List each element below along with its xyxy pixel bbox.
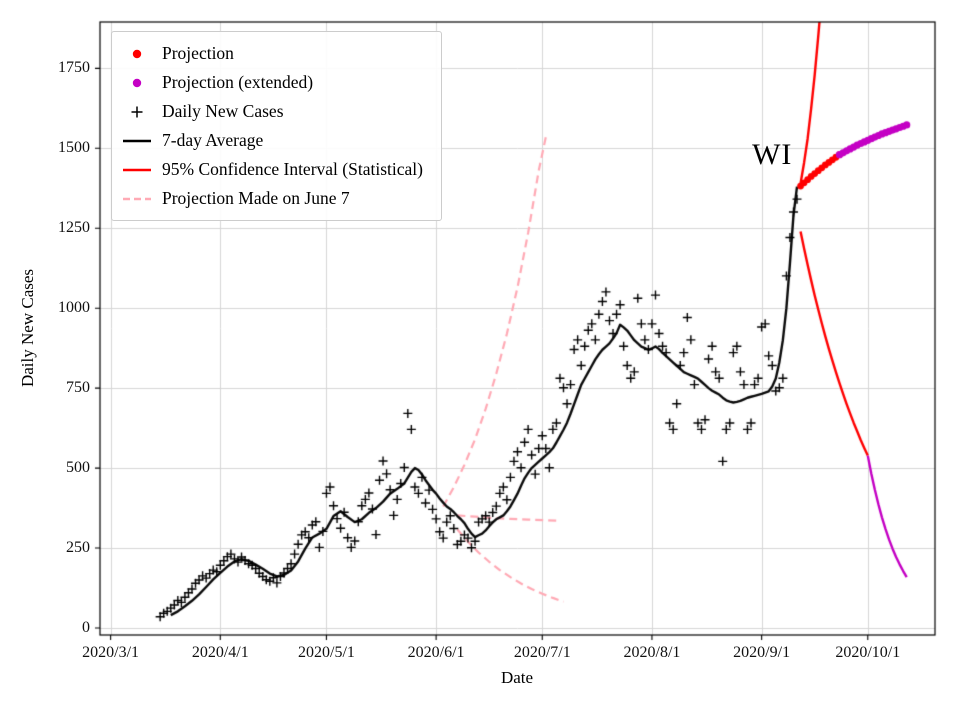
legend-label: Daily New Cases	[162, 101, 284, 121]
y-tick-label: 1500	[58, 139, 90, 157]
x-tick-label: 2020/9/1	[733, 644, 791, 661]
y-axis-title: Daily New Cases	[18, 268, 37, 388]
state-annotation: WI	[752, 137, 793, 171]
legend-label: 7-day Average	[162, 130, 264, 150]
x-tick-label: 2020/5/1	[297, 644, 355, 661]
x-axis-title: Date	[500, 668, 534, 687]
legend-label: Projection	[162, 43, 234, 63]
y-tick-label: 0	[82, 618, 90, 636]
legend-item-0: Projection	[121, 39, 423, 68]
y-tick-label: 1750	[58, 59, 90, 77]
y-tick-label: 1000	[58, 299, 90, 317]
legend-item-2: Daily New Cases	[121, 97, 423, 126]
x-tick-label: 2020/7/1	[513, 644, 571, 661]
legend-item-3: 7-day Average	[121, 126, 423, 155]
x-tick-label: 2020/8/1	[623, 644, 681, 661]
x-tick-label: 2020/6/1	[407, 644, 465, 661]
dashed-marker-icon	[121, 191, 153, 207]
y-tick-label: 1250	[58, 219, 90, 237]
legend-item-1: Projection (extended)	[121, 68, 423, 97]
line-marker-icon	[121, 162, 153, 178]
dot-marker-icon	[121, 75, 153, 91]
legend-item-4: 95% Confidence Interval (Statistical)	[121, 155, 423, 184]
x-tick-label: 2020/3/1	[82, 644, 140, 661]
dot-marker-icon	[121, 46, 153, 62]
legend: Projection Projection (extended) Daily New…	[111, 31, 442, 221]
x-tick-label: 2020/4/1	[191, 644, 249, 661]
legend-label: Projection Made on June 7	[162, 188, 350, 208]
y-tick-label: 250	[66, 539, 90, 557]
plus-marker-icon	[121, 104, 153, 120]
legend-item-5: Projection Made on June 7	[121, 184, 423, 213]
y-tick-label: 500	[66, 459, 90, 477]
line-marker-icon	[121, 133, 153, 149]
legend-label: Projection (extended)	[162, 72, 314, 92]
y-tick-label: 750	[66, 379, 90, 397]
legend-label: 95% Confidence Interval (Statistical)	[162, 159, 423, 179]
x-tick-label: 2020/10/1	[835, 644, 901, 661]
